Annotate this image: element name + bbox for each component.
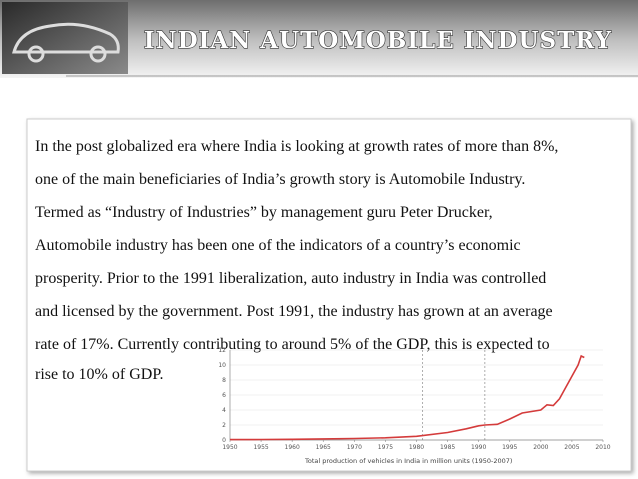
data-line	[229, 354, 585, 441]
x-tick-label: 1990	[471, 444, 486, 451]
x-tick-label: 2005	[564, 444, 579, 451]
body-line: Termed as “Industry of Industries” by ma…	[35, 204, 493, 221]
body-line: Automobile industry has been one of the …	[35, 237, 521, 254]
body-line: and licensed by the government. Post 199…	[35, 303, 553, 320]
y-tick-label: 0	[222, 437, 226, 444]
x-tick-label: 2000	[533, 444, 548, 451]
x-tick-label: 1960	[285, 444, 300, 451]
body-line: rise to 10% of GDP.	[35, 366, 163, 383]
title: INDIAN AUTOMOBILE INDUSTRY	[144, 27, 612, 54]
logo-wheel	[89, 45, 107, 63]
x-tick-label: 1980	[409, 444, 424, 451]
body-line: In the post globalized era where India i…	[35, 138, 558, 155]
y-tick-label: 4	[222, 407, 226, 414]
body-line: rate of 17%. Currently contributing to a…	[35, 336, 550, 353]
x-tick-label: 1975	[378, 444, 393, 451]
y-tick-label: 10	[218, 362, 226, 369]
body-line: one of the main beneficiaries of India’s…	[35, 171, 525, 188]
x-tick-label: 2010	[595, 444, 610, 451]
logo-car	[12, 22, 120, 54]
x-tick-label: 1995	[502, 444, 517, 451]
body-line: prosperity. Prior to the 1991 liberaliza…	[35, 270, 546, 287]
y-tick-label: 6	[222, 392, 226, 399]
chart-caption: Total production of vehicles in India in…	[304, 457, 512, 465]
y-tick-label: 12	[218, 347, 226, 354]
y-tick-label: 8	[222, 377, 226, 384]
x-tick-label: 1970	[347, 444, 362, 451]
logo-wheel	[27, 45, 45, 63]
x-tick-label: 1950	[222, 444, 237, 451]
x-tick-label: 1985	[440, 444, 455, 451]
y-tick-label: 2	[222, 422, 226, 429]
x-tick-label: 1955	[253, 444, 268, 451]
x-tick-label: 1965	[316, 444, 331, 451]
